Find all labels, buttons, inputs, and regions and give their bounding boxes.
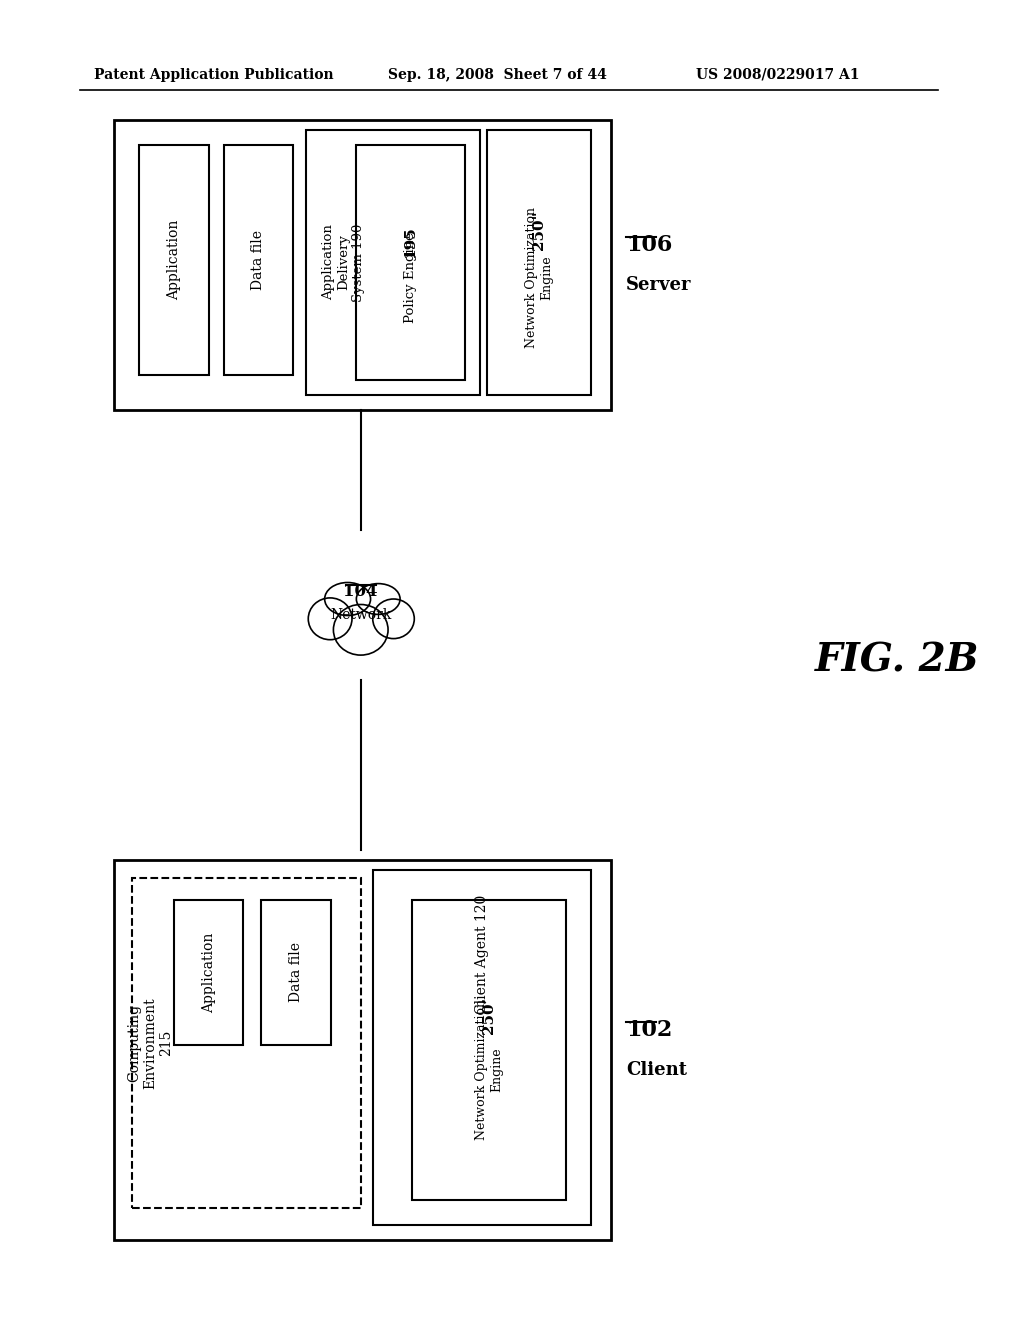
- Text: Application: Application: [202, 932, 216, 1012]
- Text: US 2008/0229017 A1: US 2008/0229017 A1: [695, 69, 859, 82]
- Ellipse shape: [308, 598, 352, 640]
- Text: 195: 195: [403, 227, 418, 259]
- Bar: [261, 900, 331, 1045]
- Bar: [174, 900, 244, 1045]
- Text: Computing
Environment
215: Computing Environment 215: [127, 997, 173, 1089]
- Bar: [132, 878, 360, 1208]
- Text: Data file: Data file: [289, 942, 303, 1002]
- Text: 250": 250": [532, 211, 546, 251]
- Bar: [355, 145, 465, 380]
- Ellipse shape: [356, 583, 400, 614]
- Bar: [223, 145, 293, 375]
- Bar: [373, 870, 591, 1225]
- Text: Policy Engine: Policy Engine: [403, 232, 417, 323]
- Text: 106: 106: [626, 234, 673, 256]
- Text: Network Optimization
Engine: Network Optimization Engine: [475, 999, 504, 1140]
- Text: Client Agent 120: Client Agent 120: [475, 895, 489, 1014]
- Bar: [115, 861, 611, 1239]
- Ellipse shape: [334, 605, 388, 655]
- Bar: [413, 900, 566, 1200]
- Text: Server: Server: [626, 276, 691, 294]
- Bar: [306, 129, 480, 395]
- Text: 102: 102: [626, 1019, 673, 1041]
- Bar: [115, 120, 611, 411]
- Text: Network Optimization
Engine: Network Optimization Engine: [525, 207, 553, 348]
- Text: FIG. 2B: FIG. 2B: [815, 642, 979, 678]
- Text: Network: Network: [330, 609, 391, 622]
- Text: 104: 104: [343, 583, 378, 601]
- Text: Data file: Data file: [251, 230, 265, 290]
- Text: Application: Application: [167, 220, 181, 300]
- Text: Application
Delivery
System 190: Application Delivery System 190: [323, 223, 366, 302]
- Text: Patent Application Publication: Patent Application Publication: [94, 69, 334, 82]
- Text: 250’: 250’: [482, 997, 497, 1034]
- Bar: [487, 129, 591, 395]
- Ellipse shape: [373, 599, 415, 639]
- Text: Sep. 18, 2008  Sheet 7 of 44: Sep. 18, 2008 Sheet 7 of 44: [387, 69, 606, 82]
- Text: Client: Client: [626, 1061, 687, 1078]
- Bar: [139, 145, 209, 375]
- Ellipse shape: [325, 582, 371, 615]
